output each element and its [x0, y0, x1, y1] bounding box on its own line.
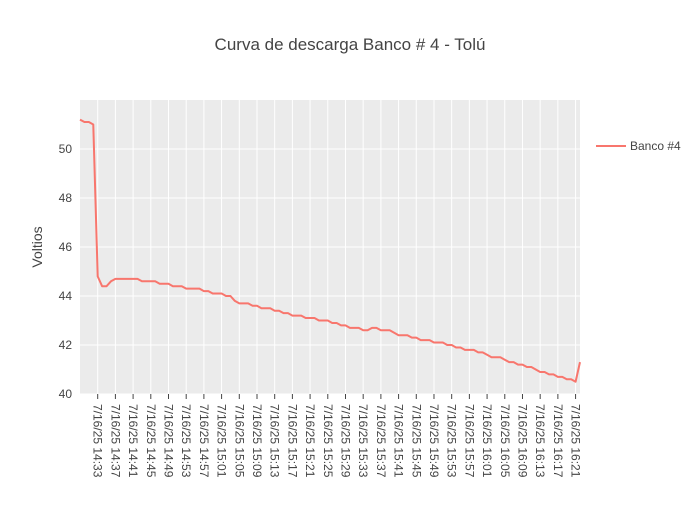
series-layer: [79, 118, 581, 383]
x-tick-label: 7/16/25 14:33: [91, 404, 105, 478]
x-axis: 7/16/25 14:33 7/16/25 14:37 7/16/25 14:41 7…: [91, 394, 583, 478]
y-axis-title: Voltios: [29, 226, 45, 267]
grid-lines: [80, 100, 580, 395]
x-tick-label: 7/16/25 14:45: [144, 404, 158, 478]
x-tick-label: 7/16/25 15:49: [427, 404, 441, 478]
y-tick-label: 40: [59, 387, 73, 401]
legend[interactable]: Banco #4: [596, 139, 681, 153]
x-tick-label: 7/16/25 15:37: [374, 404, 388, 478]
x-tick-label: 7/16/25 15:33: [356, 404, 370, 478]
y-tick-label: 48: [59, 191, 73, 205]
series-line-banco-4[interactable]: [79, 118, 581, 383]
x-tick-label: 7/16/25 16:13: [533, 404, 547, 478]
x-tick-label: 7/16/25 15:17: [285, 404, 299, 478]
x-tick-label: 7/16/25 15:29: [338, 404, 352, 478]
y-tick-label: 44: [59, 289, 73, 303]
x-tick-label: 7/16/25 16:21: [569, 404, 583, 478]
y-axis: 40 42 44 46 48 50: [59, 142, 73, 401]
y-tick-label: 46: [59, 240, 73, 254]
x-tick-label: 7/16/25 15:41: [392, 404, 406, 478]
x-tick-label: 7/16/25 16:09: [515, 404, 529, 478]
x-tick-label: 7/16/25 16:01: [480, 404, 494, 478]
x-tick-label: 7/16/25 15:05: [232, 404, 246, 478]
x-tick-label: 7/16/25 15:01: [215, 404, 229, 478]
x-tick-label: 7/16/25 14:41: [126, 404, 140, 478]
x-tick-label: 7/16/25 15:45: [409, 404, 423, 478]
x-tick-label: 7/16/25 14:53: [179, 404, 193, 478]
x-tick-label: 7/16/25 16:05: [498, 404, 512, 478]
x-tick-label: 7/16/25 16:17: [551, 404, 565, 478]
legend-label: Banco #4: [630, 139, 681, 153]
x-tick-label: 7/16/25 14:57: [197, 404, 211, 478]
x-tick-label: 7/16/25 15:09: [250, 404, 264, 478]
x-tick-label: 7/16/25 15:53: [445, 404, 459, 478]
x-tick-label: 7/16/25 15:13: [268, 404, 282, 478]
chart-title: Curva de descarga Banco # 4 - Tolú: [215, 35, 486, 54]
x-tick-label: 7/16/25 14:37: [108, 404, 122, 478]
y-tick-label: 42: [59, 338, 73, 352]
x-tick-label: 7/16/25 15:21: [303, 404, 317, 478]
x-tick-label: 7/16/25 14:49: [161, 404, 175, 478]
y-tick-label: 50: [59, 142, 73, 156]
x-tick-label: 7/16/25 15:57: [462, 404, 476, 478]
x-tick-label: 7/16/25 15:25: [321, 404, 335, 478]
